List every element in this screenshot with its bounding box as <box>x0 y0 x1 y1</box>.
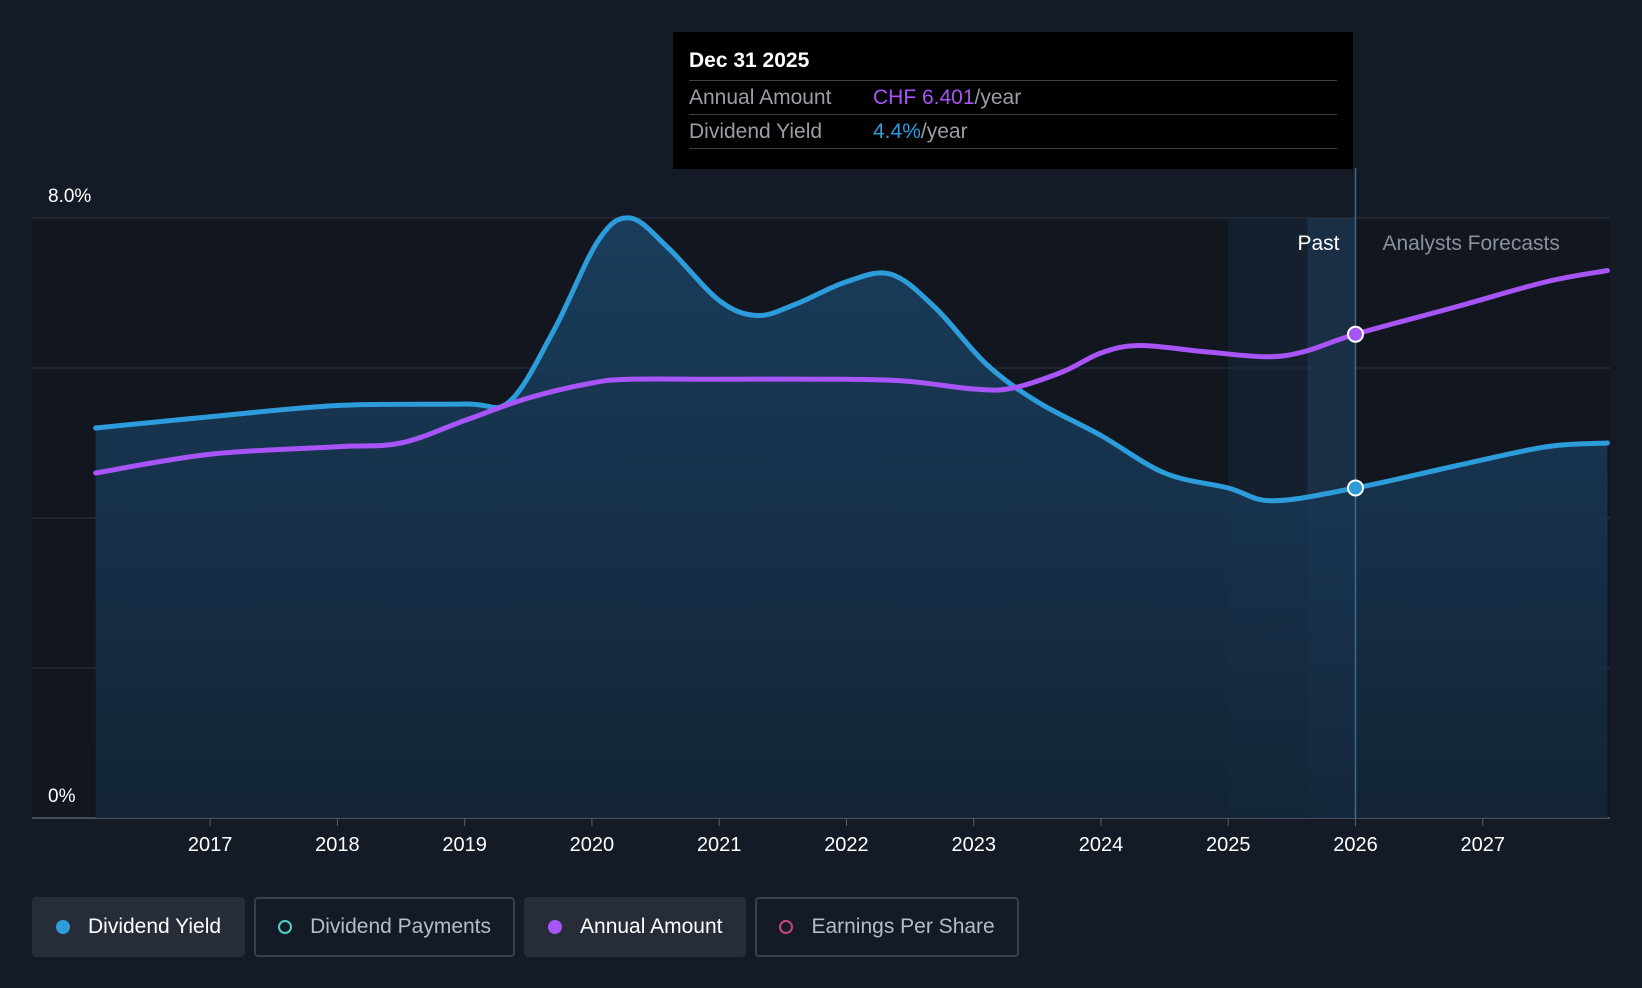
x-tick-label: 2020 <box>570 834 615 856</box>
y-axis: 8.0% 0% <box>48 186 91 807</box>
tooltip-annual-amount-unit: /year <box>974 86 1022 109</box>
tooltip-annual-amount-row: Annual Amount CHF 6.401 /year <box>689 81 1337 115</box>
dividend-yield-line <box>93 215 1610 504</box>
x-tick-label: 2026 <box>1333 834 1378 856</box>
x-tick-label: 2025 <box>1206 834 1251 856</box>
x-tick-label: 2022 <box>824 834 869 856</box>
legend-dividend-yield-button[interactable]: Dividend Yield <box>32 897 246 957</box>
legend-dividend-yield-label: Dividend Yield <box>88 915 222 938</box>
tooltip-annual-amount-label: Annual Amount <box>689 86 832 109</box>
dividend-yield-area <box>95 217 1608 818</box>
legend-earnings-per-share-button[interactable]: Earnings Per Share <box>755 897 1019 957</box>
x-tick-label: 2023 <box>951 834 996 856</box>
annual-amount-marker <box>1346 325 1364 343</box>
forecast-label: Analysts Forecasts <box>1382 232 1559 255</box>
x-tick-label: 2024 <box>1079 834 1124 856</box>
x-tick-label: 2018 <box>315 834 360 856</box>
annual-amount-dot-icon <box>548 920 563 934</box>
x-tick-label: 2017 <box>188 834 233 856</box>
x-tick-label: 2021 <box>697 834 742 856</box>
y-tick-label-bottom: 0% <box>48 786 76 807</box>
dividend-payments-dot-icon <box>278 920 293 934</box>
legend-earnings-per-share-label: Earnings Per Share <box>811 915 995 938</box>
dividend-yield-marker <box>1346 479 1364 497</box>
earnings-per-share-dot-icon <box>779 920 794 934</box>
tooltip-dividend-yield-label: Dividend Yield <box>689 120 823 143</box>
annual-amount-line <box>93 268 1610 476</box>
legend-annual-amount-label: Annual Amount <box>580 915 723 938</box>
legend-annual-amount-button[interactable]: Annual Amount <box>524 897 747 957</box>
tooltip-dividend-yield-unit: /year <box>920 120 968 143</box>
dividend-yield-dot-icon <box>56 920 70 934</box>
tooltip-annual-amount-value: CHF 6.401 <box>873 86 975 109</box>
tooltip-dividend-yield-row: Dividend Yield 4.4% /year <box>689 115 1337 149</box>
legend-dividend-payments-button[interactable]: Dividend Payments <box>254 897 516 957</box>
past-label: Past <box>1297 232 1339 255</box>
tooltip-date: Dec 31 2025 <box>689 46 1337 81</box>
tooltip-dividend-yield-value: 4.4% <box>873 120 921 143</box>
legend-dividend-payments-label: Dividend Payments <box>310 915 492 938</box>
x-tick-label: 2027 <box>1460 834 1505 856</box>
tooltip: Dec 31 2025 Annual Amount CHF 6.401 /yea… <box>673 32 1353 169</box>
x-axis: 2017 2018 2019 2020 2021 2022 2023 2024 2025 2026… <box>188 818 1505 856</box>
x-tick-label: 2019 <box>442 834 487 856</box>
legend: Dividend Yield Dividend Payments Annual … <box>32 897 1019 957</box>
y-tick-label-top: 8.0% <box>48 186 91 207</box>
